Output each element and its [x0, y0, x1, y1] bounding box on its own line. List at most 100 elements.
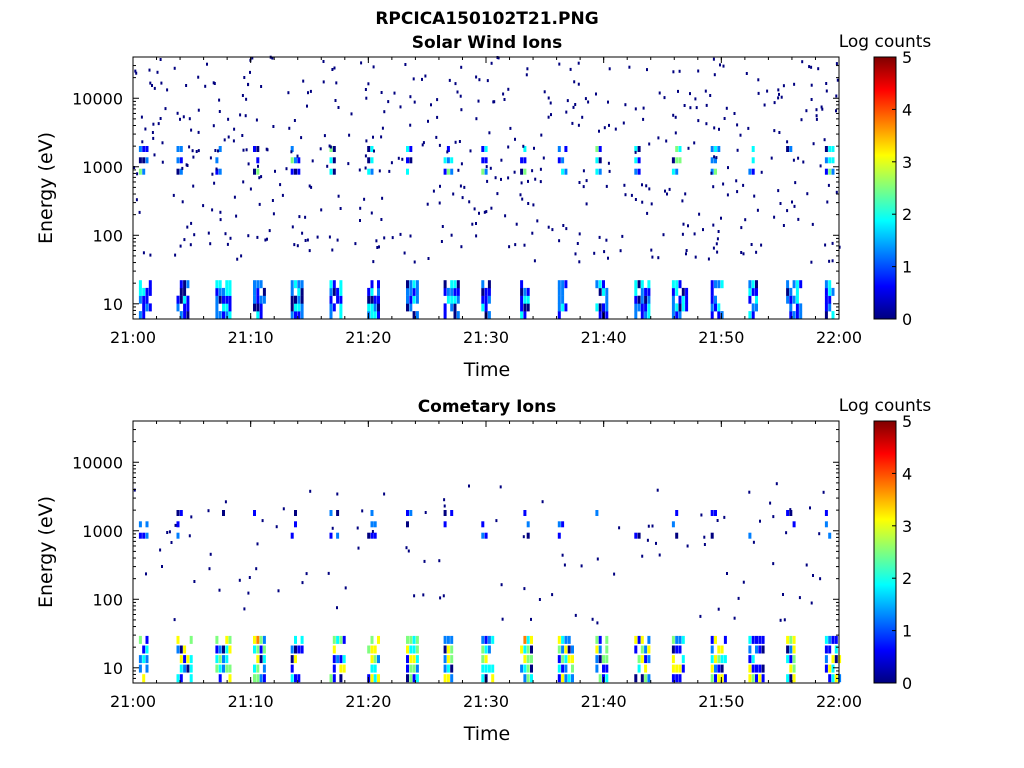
spectrogram-cell — [290, 295, 294, 304]
spectrogram-cell — [215, 311, 219, 320]
spectrogram-cell — [332, 674, 336, 683]
spectrogram-cell — [290, 664, 294, 673]
spectrogram-cell — [364, 88, 367, 91]
spectrogram-cell — [179, 244, 182, 248]
spectrogram-cell — [675, 510, 679, 516]
spectrogram-cell — [173, 66, 176, 70]
spectrogram-cell — [564, 664, 568, 673]
spectrogram-cell — [557, 521, 561, 528]
spectrogram-cell — [753, 194, 756, 198]
spectrogram-cell — [339, 311, 343, 320]
spectrogram-cell — [409, 287, 413, 296]
spectrogram-cell — [737, 596, 740, 600]
spectrogram-cell — [598, 303, 602, 312]
spectrogram-cell — [481, 303, 485, 312]
spectrogram-cell — [561, 287, 565, 296]
spectrogram-cell — [253, 510, 256, 516]
spectrogram-cell — [671, 280, 675, 289]
spectrogram-cell — [703, 535, 706, 539]
spectrogram-cell — [530, 645, 533, 654]
spectrogram-cell — [170, 541, 173, 544]
spectrogram-cell — [757, 78, 760, 82]
spectrogram-cell — [260, 85, 263, 88]
spectrogram-cell — [605, 238, 608, 242]
spectrogram-cell — [792, 311, 796, 320]
spectrogram-cell — [373, 303, 377, 312]
spectrogram-cell — [547, 115, 550, 119]
spectrogram-cell — [373, 149, 375, 153]
spectrogram-cell — [733, 112, 736, 115]
spectrogram-cell — [647, 655, 651, 664]
spectrogram-cell — [372, 135, 374, 139]
spectrogram-cell — [475, 234, 478, 238]
spectrogram-cell — [484, 532, 488, 539]
spectrogram-cell — [336, 532, 340, 539]
spectrogram-cell — [557, 635, 561, 644]
spectrogram-cell — [720, 645, 724, 654]
spectrogram-cell — [742, 580, 745, 584]
spectrogram-cell — [297, 295, 301, 304]
spectrogram-cell — [640, 303, 644, 312]
spectrogram-cell — [430, 103, 432, 107]
spectrogram-cell — [795, 295, 799, 304]
colorbar-label: Log counts — [839, 396, 932, 416]
spectrogram-cell — [725, 106, 728, 110]
spectrogram-cell — [640, 287, 644, 296]
spectrogram-cell — [186, 225, 189, 229]
spectrogram-cell — [751, 674, 755, 683]
spectrogram-cell — [181, 166, 184, 170]
spectrogram-cell — [189, 664, 193, 673]
spectrogram-cell — [585, 202, 588, 206]
spectrogram-cell — [290, 532, 294, 539]
spectrogram-cell — [380, 218, 383, 221]
spectrogram-cell — [138, 664, 142, 673]
spectrogram-cell — [716, 519, 719, 522]
spectrogram-cell — [523, 157, 527, 164]
spectrogram-cell — [176, 532, 180, 539]
spectrogram-cell — [557, 532, 561, 539]
spectrogram-cell — [357, 546, 360, 550]
spectrogram-cell — [835, 62, 838, 66]
spectrogram-cell — [383, 110, 386, 114]
spectrogram-cell — [255, 567, 258, 571]
spectrogram-cell — [259, 674, 263, 683]
spectrogram-cell — [294, 655, 297, 664]
spectrogram-cell — [789, 510, 793, 516]
spectrogram-cell — [258, 202, 261, 206]
spectrogram-cell — [481, 521, 485, 528]
spectrogram-cell — [191, 149, 194, 153]
spectrogram-cell — [712, 57, 715, 61]
spectrogram-cell — [530, 674, 533, 683]
spectrogram-cell — [339, 295, 343, 304]
spectrogram-cell — [473, 207, 476, 211]
spectrogram-cell — [332, 645, 336, 654]
spectrogram-cell — [207, 509, 210, 513]
spectrogram-cell — [390, 161, 393, 165]
spectrogram-cell — [748, 295, 752, 304]
spectrogram-cell — [526, 521, 530, 528]
spectrogram-cell — [247, 234, 250, 238]
spectrogram-cell — [256, 645, 260, 654]
spectrogram-cell — [828, 635, 832, 644]
spectrogram-cell — [699, 614, 702, 618]
spectrogram-cell — [332, 157, 336, 164]
spectrogram-cell — [520, 280, 524, 289]
colorbar-tick-label: 0 — [902, 674, 912, 693]
spectrogram-cell — [228, 664, 232, 673]
spectrogram-cell — [602, 280, 605, 289]
spectrogram-cell — [561, 168, 565, 175]
spectrogram-cell — [672, 70, 675, 74]
spectrogram-cells — [133, 482, 842, 683]
spectrogram-cell — [794, 181, 797, 185]
spectrogram-cell — [712, 185, 715, 189]
spectrogram-cell — [831, 635, 835, 644]
spectrogram-cell — [736, 148, 739, 152]
spectrogram-cell — [304, 239, 307, 242]
spectrogram-cell — [598, 168, 602, 175]
spectrogram-cell — [715, 242, 718, 246]
spectrogram-cell — [799, 280, 803, 289]
spectrogram-cell — [484, 645, 488, 654]
spectrogram-cell — [256, 287, 260, 296]
spectrogram-cell — [811, 222, 814, 226]
spectrogram-cell — [306, 104, 308, 108]
